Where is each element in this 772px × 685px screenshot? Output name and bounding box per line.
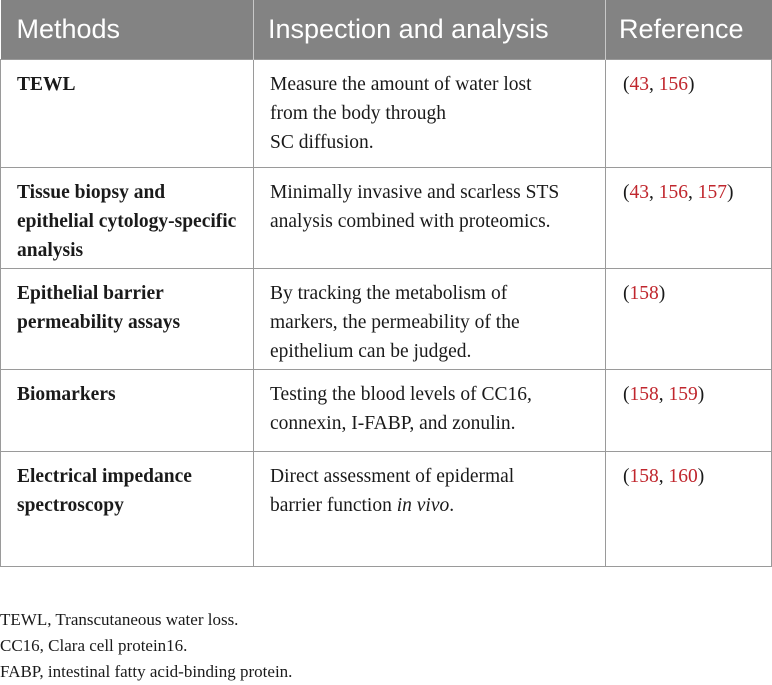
reference-cell: (158, 159): [605, 368, 772, 452]
analysis-text: Measure the amount of water lost: [270, 73, 532, 95]
analysis-line: Testing the blood levels of CC16,: [270, 380, 595, 409]
analysis-cell: By tracking the metabolism of markers, th…: [253, 267, 606, 370]
reference-cell: (158): [605, 267, 772, 370]
reference-link[interactable]: 43: [629, 73, 650, 95]
analysis-text: from the body through: [270, 102, 447, 124]
methods-table: Methods Inspection and analysis Referenc…: [0, 0, 772, 567]
analysis-line: connexin, I-FABP, and zonulin.: [270, 409, 595, 438]
reference-link[interactable]: 158: [629, 282, 659, 304]
analysis-line: Minimally invasive and scarless STS: [270, 178, 595, 207]
analysis-line: epithelium can be judged.: [270, 337, 595, 366]
method-cell: Epithelial barrier permeability assays: [0, 267, 254, 370]
method-cell: Tissue biopsy and epithelial cytology-sp…: [0, 166, 254, 269]
analysis-line: SC diffusion.: [270, 128, 595, 157]
reference-cell: (43, 156, 157): [605, 166, 772, 269]
reference-cell: (43, 156): [605, 58, 772, 168]
analysis-line: markers, the permeability of the: [270, 308, 595, 337]
method-cell: TEWL: [0, 58, 254, 168]
analysis-text: connexin, I-FABP, and zonulin.: [270, 412, 516, 434]
header-row: Methods Inspection and analysis Referenc…: [0, 0, 772, 59]
analysis-text: analysis combined with proteomics.: [270, 210, 551, 232]
analysis-text-end: .: [449, 494, 455, 516]
analysis-text: SC diffusion.: [270, 131, 374, 153]
analysis-text: Direct assessment of epidermal: [270, 465, 515, 487]
analysis-line: Measure the amount of water lost: [270, 70, 595, 99]
analysis-line: analysis combined with proteomics.: [270, 207, 595, 236]
analysis-line: By tracking the metabolism of: [270, 279, 595, 308]
analysis-text: Testing the blood levels of CC16,: [270, 383, 532, 405]
table-body: TEWL Measure the amount of water lost from…: [0, 58, 772, 567]
analysis-cell: Minimally invasive and scarless STS analy…: [253, 166, 606, 269]
reference-link[interactable]: 156: [658, 73, 688, 95]
reference-link[interactable]: 157: [697, 181, 727, 203]
analysis-cell: Testing the blood levels of CC16, connexi…: [253, 368, 606, 452]
analysis-text: barrier function: [270, 494, 397, 516]
analysis-cell: Direct assessment of epidermal barrier fu…: [253, 450, 606, 567]
reference-link[interactable]: 156: [658, 181, 688, 203]
header-inspection-analysis: Inspection and analysis: [253, 0, 606, 59]
footnote-tewl: TEWL, Transcutaneous water loss.: [0, 610, 239, 629]
reference-link[interactable]: 43: [629, 181, 650, 203]
reference-link[interactable]: 158: [629, 383, 659, 405]
methods-table-container: Methods Inspection and analysis Referenc…: [0, 0, 772, 567]
table-row: Epithelial barrier permeability assays By…: [0, 267, 772, 370]
table-row: Electrical impedance spectroscopy Direct …: [0, 450, 772, 567]
analysis-line: from the body through: [270, 99, 595, 128]
table-row: Tissue biopsy and epithelial cytology-sp…: [0, 166, 772, 269]
analysis-italic-text: in vivo: [396, 494, 450, 516]
footnote-cc16: CC16, Clara cell protein16.: [0, 636, 188, 655]
header-reference: Reference: [605, 0, 772, 59]
analysis-line: barrier function in vivo.: [270, 491, 595, 520]
table-row: Biomarkers Testing the blood levels of CC…: [0, 368, 772, 452]
analysis-text: By tracking the metabolism of: [270, 282, 508, 304]
analysis-text: epithelium can be judged.: [270, 340, 472, 362]
footnote-fabp: FABP, intestinal fatty acid-binding prot…: [0, 662, 293, 681]
reference-link[interactable]: 159: [668, 383, 698, 405]
table-row: TEWL Measure the amount of water lost from…: [0, 58, 772, 168]
method-cell: Biomarkers: [0, 368, 254, 452]
method-cell: Electrical impedance spectroscopy: [0, 450, 254, 567]
analysis-line: Direct assessment of epidermal: [270, 462, 595, 491]
analysis-text: Minimally invasive and scarless STS: [270, 181, 560, 203]
analysis-cell: Measure the amount of water lost from the…: [253, 58, 606, 168]
reference-link[interactable]: 158: [629, 465, 659, 487]
analysis-text: markers, the permeability of the: [270, 311, 520, 333]
table-header: Methods Inspection and analysis Referenc…: [0, 0, 772, 59]
table-footnotes: TEWL, Transcutaneous water loss. CC16, C…: [0, 607, 292, 685]
header-methods: Methods: [0, 0, 254, 59]
reference-link[interactable]: 160: [668, 465, 698, 487]
reference-cell: (158, 160): [605, 450, 772, 567]
